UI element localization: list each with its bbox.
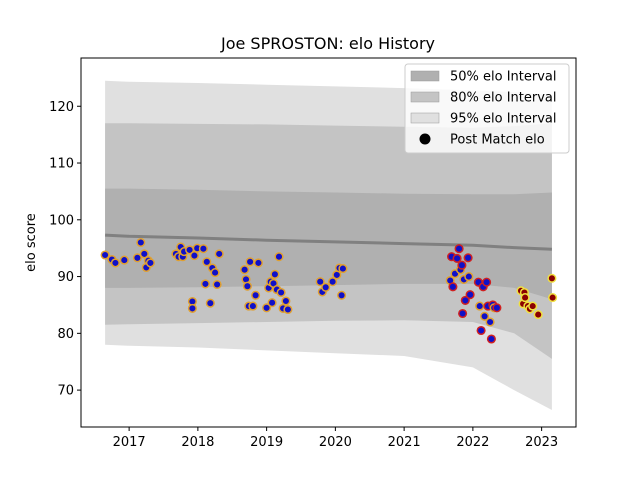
post-match-elo-point	[210, 268, 220, 278]
legend: 50% elo Interval 80% elo Interval 95% elo …	[404, 63, 570, 154]
post-match-elo-point	[315, 277, 325, 287]
y-tick-label: 110	[49, 157, 74, 172]
post-match-elo-point	[482, 277, 492, 287]
post-match-elo-point	[476, 325, 486, 336]
x-tick-label: 2018	[181, 435, 214, 450]
legend-marker	[419, 133, 431, 145]
legend-label: 95% elo Interval	[450, 112, 557, 127]
post-match-elo-point	[486, 334, 496, 344]
post-match-elo-point	[202, 257, 212, 267]
post-match-elo-point	[480, 311, 490, 321]
x-tick-label: 2023	[525, 435, 558, 450]
legend-swatch	[410, 70, 440, 82]
post-match-elo-point	[119, 255, 129, 265]
post-match-elo-point	[457, 260, 467, 270]
post-match-elo-point	[281, 296, 291, 306]
post-match-elo-point	[283, 304, 293, 315]
post-match-elo-point	[245, 257, 255, 267]
y-tick-label: 90	[57, 270, 74, 285]
post-match-elo-point	[338, 264, 348, 274]
post-match-elo-point	[492, 303, 502, 313]
post-match-elo-point	[274, 252, 284, 262]
post-match-elo-point	[528, 301, 538, 311]
post-match-elo-point	[132, 253, 142, 263]
legend-swatch	[410, 112, 440, 124]
y-tick-label: 100	[49, 213, 74, 228]
plot-area	[80, 57, 577, 428]
y-axis-title: elo score	[24, 213, 39, 272]
post-match-elo-point	[200, 279, 210, 289]
median-elo-line	[105, 233, 552, 251]
post-match-elo-point	[520, 293, 530, 303]
post-match-elo-point	[337, 290, 347, 300]
post-match-elo-point	[547, 273, 557, 283]
post-match-elo-point	[189, 251, 199, 261]
post-match-elo-point	[205, 298, 215, 308]
post-match-elo-point	[465, 290, 475, 300]
post-match-elo-point	[240, 265, 250, 275]
post-match-elo-point	[110, 258, 120, 268]
legend-label: 80% elo Interval	[450, 91, 557, 106]
post-match-elo-point	[464, 272, 474, 282]
post-match-elo-point	[460, 295, 470, 305]
post-match-elo-point	[242, 281, 252, 291]
post-match-elo-point	[187, 303, 197, 313]
y-tick-label: 70	[57, 384, 74, 399]
post-match-elo-point	[100, 250, 110, 260]
post-match-elo-point	[270, 269, 280, 279]
post-match-elo-point	[198, 244, 208, 254]
post-match-elo-point	[212, 279, 222, 290]
post-match-elo-point	[262, 303, 272, 313]
axes-frame	[80, 57, 577, 428]
post-match-elo-point	[452, 253, 462, 263]
x-tick-label: 2020	[319, 435, 352, 450]
legend-label: 50% elo Interval	[450, 70, 557, 85]
post-match-elo-point	[485, 317, 495, 327]
post-match-elo-point	[214, 249, 224, 259]
post-match-elo-point	[248, 301, 258, 311]
post-match-elo-point	[448, 282, 458, 292]
post-match-elo-point	[139, 249, 149, 259]
post-match-elo-point	[475, 301, 485, 311]
x-tick-label: 2019	[250, 435, 283, 450]
post-match-elo-point	[145, 258, 155, 268]
post-match-elo-point	[321, 282, 331, 292]
y-axis: 70 80 90 100 110 120	[49, 100, 81, 399]
x-tick-label: 2021	[388, 435, 421, 450]
post-match-elo-point	[267, 298, 277, 308]
post-match-elo-point	[251, 290, 261, 300]
y-tick-label: 120	[49, 100, 74, 115]
y-tick-label: 80	[57, 327, 74, 342]
x-tick-label: 2022	[456, 435, 489, 450]
x-tick-label: 2017	[113, 435, 146, 450]
legend-label: Post Match elo	[450, 133, 545, 148]
chart-title: Joe SPROSTON: elo History	[220, 34, 435, 53]
post-match-elo-point	[463, 253, 473, 263]
data-points	[100, 237, 558, 344]
post-match-elo-point	[454, 244, 464, 254]
interval-bands	[105, 80, 552, 410]
post-match-elo-point	[458, 308, 468, 319]
post-match-elo-point	[253, 258, 263, 268]
legend-box	[404, 63, 570, 154]
post-match-elo-point	[328, 277, 338, 287]
post-match-elo-point	[548, 293, 558, 303]
post-match-elo-point	[136, 237, 146, 248]
post-match-elo-point	[276, 287, 286, 298]
post-match-elo-point	[533, 310, 543, 320]
x-axis: 2017 2018 2019 2020 2021 2022 2023	[113, 427, 558, 450]
legend-swatch	[410, 91, 440, 103]
